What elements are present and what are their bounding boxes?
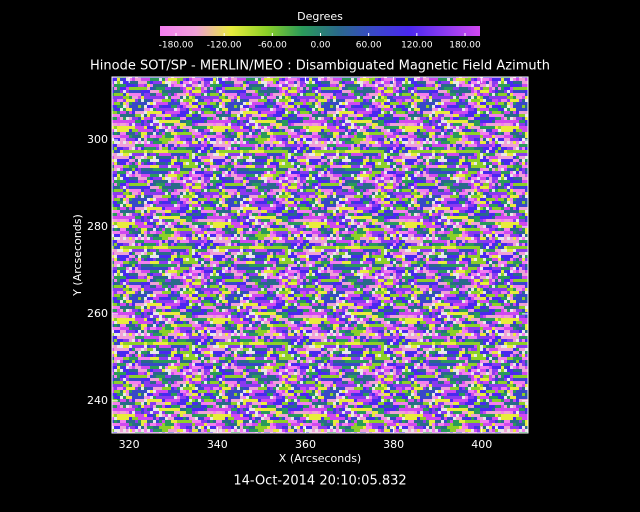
colorbar-tick-label: 120.00 — [401, 41, 433, 51]
y-axis-label: Y (Arcseconds) — [71, 214, 84, 297]
x-axis-label: X (Arcseconds) — [279, 452, 361, 465]
y-tick-label: 300 — [87, 133, 108, 146]
timestamp: 14-Oct-2014 20:10:05.832 — [233, 474, 406, 489]
colorbar-tick-label: 180.00 — [449, 41, 481, 51]
x-tick-label: 400 — [471, 438, 492, 451]
y-tick-label: 280 — [87, 220, 108, 233]
plot-frame — [111, 76, 529, 434]
chart-title: Hinode SOT/SP - MERLIN/MEO : Disambiguat… — [90, 59, 550, 74]
colorbar-tick-label: 60.00 — [356, 41, 382, 51]
colorbar-tick-label: 0.00 — [310, 41, 330, 51]
colorbar-tick-label: -60.00 — [258, 41, 287, 51]
colorbar-label: Degrees — [297, 10, 343, 23]
colorbar — [160, 26, 480, 36]
y-tick-label: 260 — [87, 307, 108, 320]
x-tick-label: 380 — [383, 438, 404, 451]
colorbar-tick-label: -180.00 — [159, 41, 194, 51]
x-tick-label: 340 — [207, 438, 228, 451]
image-field — [112, 77, 528, 433]
colorbar-tick-label: -120.00 — [207, 41, 242, 51]
x-tick-label: 360 — [295, 438, 316, 451]
y-tick-label: 240 — [87, 394, 108, 407]
x-tick-label: 320 — [119, 438, 140, 451]
